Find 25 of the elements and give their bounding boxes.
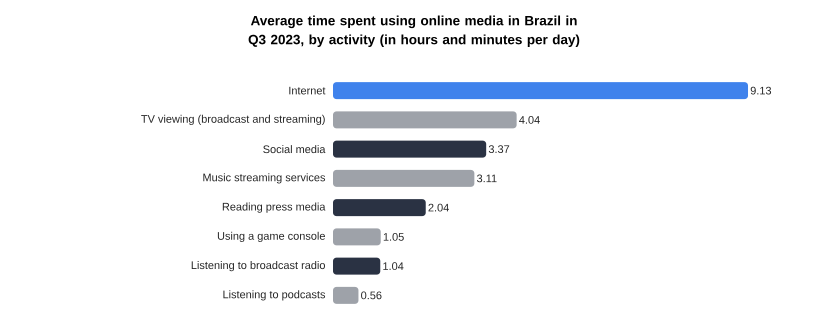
data-label: 0.56: [361, 292, 382, 300]
y-tick-label: Listening to broadcast radio: [192, 261, 325, 272]
data-label: 2.04: [428, 204, 449, 212]
bar: [333, 258, 380, 275]
data-label: 1.04: [383, 262, 404, 270]
bar: [333, 286, 358, 304]
bar: [333, 111, 517, 128]
data-label: 1.05: [384, 233, 404, 241]
chart-title: Average time spent using online media in Brazil in Q3 2023, by activity (in hours and minutes per day): [248, 16, 580, 47]
y-tick-label: Social media: [263, 145, 326, 154]
bar: [333, 228, 381, 246]
bar: [333, 82, 748, 100]
bar: [333, 199, 426, 216]
y-tick-label: Using a game console: [218, 232, 325, 242]
data-label: 3.11: [476, 174, 497, 182]
bar: [333, 170, 474, 187]
y-tick-label: Music streaming services: [203, 173, 326, 184]
y-tick-label: Reading press media: [222, 202, 326, 213]
data-label: 3.37: [488, 145, 510, 154]
data-label: 4.04: [519, 116, 540, 124]
data-label: 9.13: [750, 86, 772, 95]
y-tick-label: TV viewing (broadcast and streaming): [141, 114, 325, 125]
bar: [333, 140, 486, 158]
y-tick-label: Listening to podcasts: [223, 290, 326, 300]
y-tick-label: Internet: [289, 86, 326, 94]
